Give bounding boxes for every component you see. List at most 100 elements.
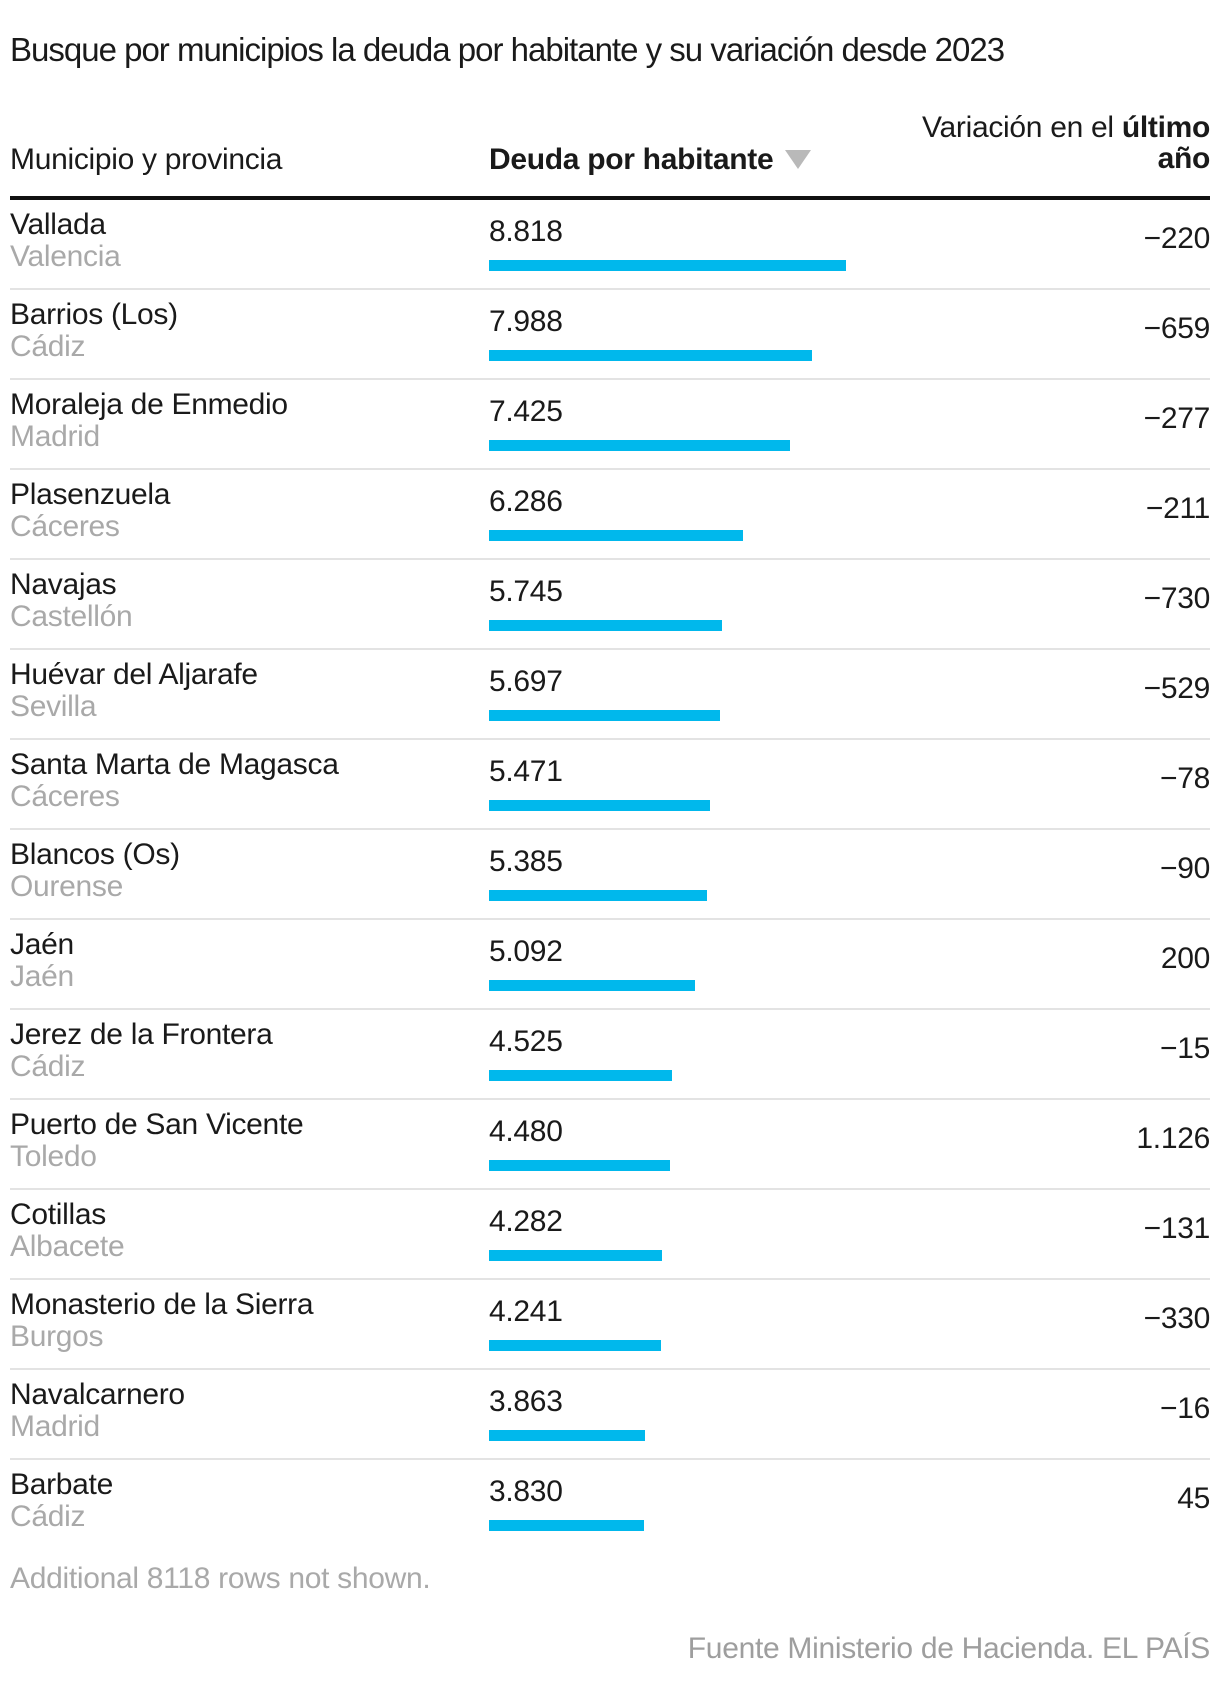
municipality-name: Navajas (10, 568, 117, 601)
municipality-name: Barbate (10, 1468, 113, 1501)
variation-value: 45 (1177, 1482, 1210, 1515)
province-name: Burgos (10, 1320, 104, 1353)
variacion-label-bold-ultimo: último (1121, 111, 1210, 144)
column-header-deuda-label: Deuda por habitante (489, 143, 774, 176)
page-title: Busque por municipios la deuda por habit… (10, 31, 1005, 69)
variation-value: −330 (1143, 1302, 1211, 1335)
debt-bar (489, 710, 720, 721)
debt-value: 7.988 (489, 305, 563, 338)
debt-value: 5.697 (489, 665, 563, 698)
table-row: Huévar del Aljarafe Sevilla 5.697 −529 (10, 650, 1210, 740)
variation-value: −211 (1145, 492, 1210, 525)
debt-bar (489, 350, 812, 361)
province-name: Jaén (10, 960, 74, 993)
variation-value: −220 (1143, 222, 1211, 255)
debt-bar (489, 980, 695, 991)
variation-value: 200 (1160, 942, 1210, 975)
debt-value: 5.471 (489, 755, 563, 788)
table-row: Navajas Castellón 5.745 −730 (10, 560, 1210, 650)
municipality-name: Huévar del Aljarafe (10, 658, 258, 691)
column-header-deuda[interactable]: Deuda por habitante (489, 143, 812, 176)
debt-bar (489, 620, 722, 631)
debt-bar (489, 1340, 661, 1351)
table-row: Navalcarnero Madrid 3.863 −16 (10, 1370, 1210, 1460)
sort-descending-icon (785, 150, 812, 169)
province-name: Valencia (10, 240, 121, 273)
variation-value: −16 (1160, 1392, 1210, 1425)
province-name: Toledo (10, 1140, 97, 1173)
municipality-name: Cotillas (10, 1198, 106, 1231)
municipality-name: Santa Marta de Magasca (10, 748, 339, 781)
debt-value: 5.092 (489, 935, 563, 968)
table-row: Barbate Cádiz 3.830 45 (10, 1460, 1210, 1550)
table-row: Cotillas Albacete 4.282 −131 (10, 1190, 1210, 1280)
debt-bar (489, 1520, 644, 1531)
variation-value: −15 (1160, 1032, 1210, 1065)
debt-bar (489, 1430, 645, 1441)
variacion-label-regular: Variación en el (922, 111, 1122, 144)
debt-value: 8.818 (489, 215, 563, 248)
debt-value: 4.282 (489, 1205, 563, 1238)
province-name: Madrid (10, 420, 100, 453)
debt-bar (489, 440, 790, 451)
variation-value: −131 (1143, 1212, 1211, 1245)
table-row: Blancos (Os) Ourense 5.385 −90 (10, 830, 1210, 920)
table-row: Monasterio de la Sierra Burgos 4.241 −330 (10, 1280, 1210, 1370)
debt-value: 4.241 (489, 1295, 563, 1328)
municipality-name: Vallada (10, 208, 106, 241)
province-name: Ourense (10, 870, 123, 903)
source-credit: Fuente Ministerio de Hacienda. EL PAÍS (687, 1632, 1211, 1665)
debt-value: 5.745 (489, 575, 563, 608)
province-name: Sevilla (10, 690, 97, 723)
table-row: Barrios (Los) Cádiz 7.988 −659 (10, 290, 1210, 380)
debt-bar (489, 1160, 670, 1171)
debt-value: 4.480 (489, 1115, 563, 1148)
municipality-name: Monasterio de la Sierra (10, 1288, 314, 1321)
rows-not-shown-note: Additional 8118 rows not shown. (10, 1562, 431, 1595)
debt-bar (489, 530, 743, 541)
municipality-name: Moraleja de Enmedio (10, 388, 288, 421)
municipality-name: Barrios (Los) (10, 298, 178, 331)
province-name: Cáceres (10, 780, 120, 813)
variation-value: −659 (1143, 312, 1211, 345)
variation-value: 1.126 (1136, 1122, 1210, 1155)
province-name: Cádiz (10, 1050, 86, 1083)
province-name: Castellón (10, 600, 133, 633)
debt-bar (489, 1070, 672, 1081)
municipality-name: Jerez de la Frontera (10, 1018, 273, 1051)
debt-value: 3.830 (489, 1475, 563, 1508)
province-name: Cáceres (10, 510, 120, 543)
debt-value: 4.525 (489, 1025, 563, 1058)
municipality-name: Jaén (10, 928, 74, 961)
column-header-variacion[interactable]: Variación en el último año (922, 112, 1210, 174)
variacion-label-bold-ano: año (1157, 142, 1211, 175)
column-header-municipio[interactable]: Municipio y provincia (10, 143, 283, 176)
variation-value: −277 (1143, 402, 1211, 435)
table-body: Vallada Valencia 8.818 −220 Barrios (Los) Cád… (10, 200, 1210, 1550)
table-row: Plasenzuela Cáceres 6.286 −211 (10, 470, 1210, 560)
debt-bar (489, 1250, 662, 1261)
debt-value: 6.286 (489, 485, 563, 518)
debt-bar (489, 260, 846, 271)
municipality-name: Navalcarnero (10, 1378, 185, 1411)
province-name: Albacete (10, 1230, 125, 1263)
table-row: Jerez de la Frontera Cádiz 4.525 −15 (10, 1010, 1210, 1100)
municipality-name: Blancos (Os) (10, 838, 180, 871)
province-name: Cádiz (10, 1500, 86, 1533)
province-name: Cádiz (10, 330, 86, 363)
variation-value: −90 (1160, 852, 1210, 885)
variation-value: −78 (1160, 762, 1210, 795)
table-row: Moraleja de Enmedio Madrid 7.425 −277 (10, 380, 1210, 470)
debt-value: 7.425 (489, 395, 563, 428)
province-name: Madrid (10, 1410, 100, 1443)
table-row: Vallada Valencia 8.818 −220 (10, 200, 1210, 290)
municipality-name: Plasenzuela (10, 478, 171, 511)
header-divider (10, 196, 1210, 200)
debt-bar (489, 890, 707, 901)
table-row: Puerto de San Vicente Toledo 4.480 1.126 (10, 1100, 1210, 1190)
debt-value: 3.863 (489, 1385, 563, 1418)
variation-value: −730 (1143, 582, 1211, 615)
debt-bar (489, 800, 710, 811)
municipality-name: Puerto de San Vicente (10, 1108, 304, 1141)
